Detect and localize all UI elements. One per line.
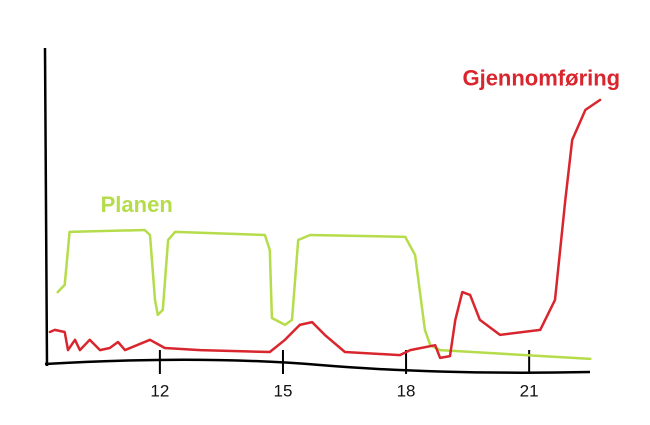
x-tick-label: 15 — [274, 381, 293, 400]
series-line — [48, 98, 602, 360]
x-tick-label: 12 — [150, 381, 169, 400]
x-axis — [44, 358, 591, 374]
series-label: Planen — [101, 192, 173, 217]
x-tick-label: 21 — [520, 381, 539, 400]
x-tick-label: 18 — [397, 381, 416, 400]
y-axis — [43, 47, 49, 367]
series-line — [56, 228, 592, 361]
series-label: Gjennomføring — [462, 66, 620, 91]
